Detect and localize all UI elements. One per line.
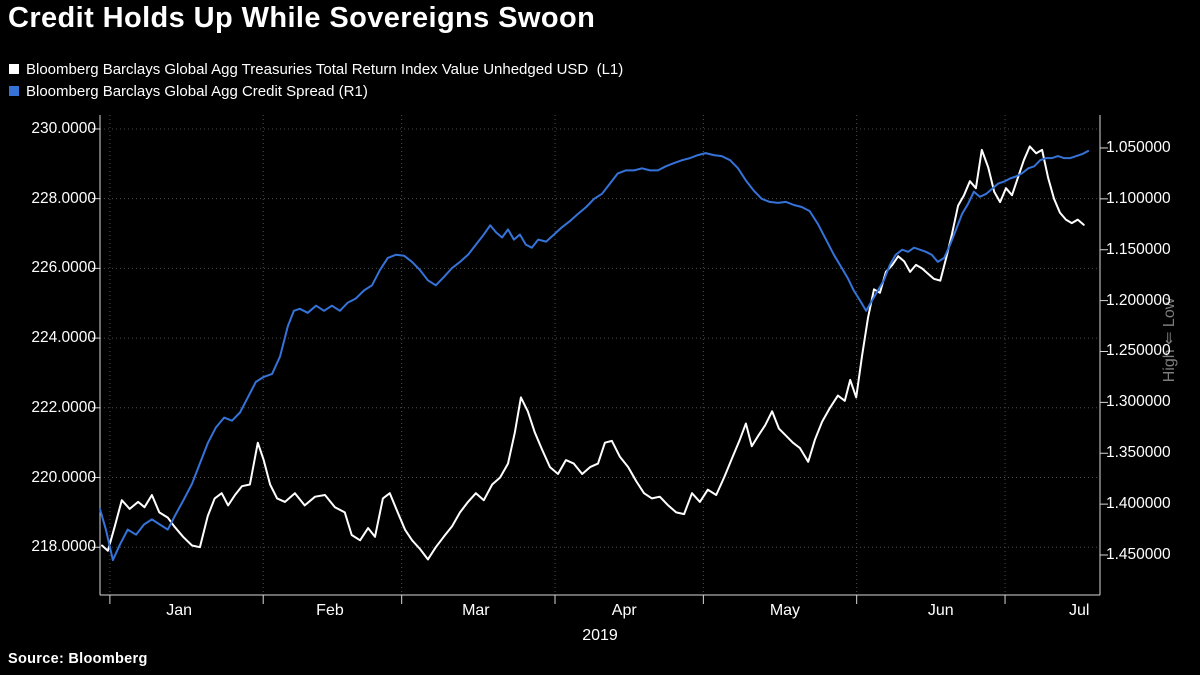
right-axis-tick-label: 1.400000 bbox=[1106, 495, 1171, 513]
left-axis-tick-label: 222.0000 bbox=[31, 398, 96, 416]
legend-item-credit-spread[interactable]: Bloomberg Barclays Global Agg Credit Spr… bbox=[9, 80, 623, 102]
x-axis-month-label: Mar bbox=[462, 602, 490, 619]
x-axis-month-label: Jun bbox=[927, 602, 954, 619]
treasuries-line bbox=[101, 145, 1085, 561]
right-axis-tick-label: 1.100000 bbox=[1106, 189, 1171, 207]
credit-spread-series-swatch bbox=[9, 86, 19, 96]
right-axis-tick-label: 1.150000 bbox=[1106, 240, 1171, 258]
right-axis-tick-label: 1.250000 bbox=[1106, 342, 1171, 360]
left-axis-tick-label: 220.0000 bbox=[31, 468, 96, 486]
right-axis-tick-label: 1.350000 bbox=[1106, 444, 1171, 462]
left-axis-tick-label: 230.0000 bbox=[31, 119, 96, 137]
chart-title: Credit Holds Up While Sovereigns Swoon bbox=[8, 2, 596, 34]
x-axis-month-label: Jan bbox=[166, 602, 193, 619]
x-axis-year-label: 2019 bbox=[582, 627, 618, 644]
right-axis-tick-label: 1.050000 bbox=[1106, 138, 1171, 156]
legend-label-treasuries: Bloomberg Barclays Global Agg Treasuries… bbox=[26, 60, 624, 78]
x-axis-month-label: Jul bbox=[1068, 602, 1090, 619]
legend: Bloomberg Barclays Global Agg Treasuries… bbox=[9, 58, 623, 102]
source-attribution: Source: Bloomberg bbox=[8, 651, 148, 667]
right-axis-tick-label: 1.200000 bbox=[1106, 291, 1171, 309]
left-axis-tick-label: 228.0000 bbox=[31, 189, 96, 207]
legend-item-treasuries[interactable]: Bloomberg Barclays Global Agg Treasuries… bbox=[9, 58, 623, 80]
right-axis-tick-label: 1.300000 bbox=[1106, 393, 1171, 411]
treasuries-series-swatch bbox=[9, 64, 19, 74]
plot-area bbox=[92, 115, 1108, 604]
x-axis-month-label: May bbox=[769, 602, 801, 619]
left-axis-tick-label: 218.0000 bbox=[31, 538, 96, 556]
left-axis-tick-label: 226.0000 bbox=[31, 259, 96, 277]
x-axis-month-label: Apr bbox=[611, 602, 637, 619]
right-axis-tick-label: 1.450000 bbox=[1106, 546, 1171, 563]
x-axis-month-label: Feb bbox=[316, 602, 344, 619]
left-axis-tick-label: 224.0000 bbox=[31, 329, 96, 347]
credit-spread-line bbox=[99, 150, 1090, 562]
legend-label-credit-spread: Bloomberg Barclays Global Agg Credit Spr… bbox=[26, 82, 368, 100]
